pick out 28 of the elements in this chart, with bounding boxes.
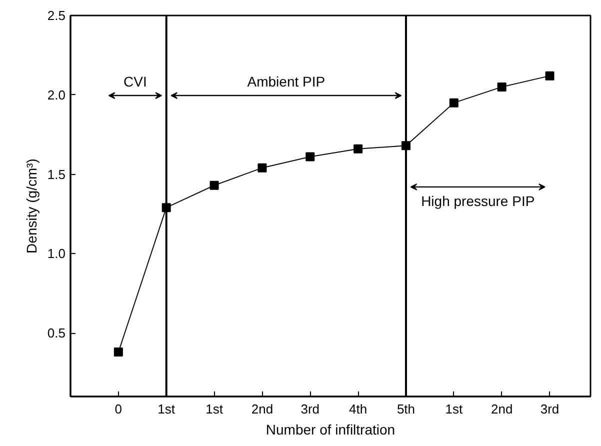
y-tick-label: 1.0 (47, 246, 66, 262)
x-tick-label: 2nd (251, 402, 274, 416)
y-tick-label: 1.5 (47, 166, 66, 182)
x-tick-label: 0 (114, 402, 122, 416)
y-tick-label: 0.5 (47, 326, 66, 340)
point (449, 98, 458, 108)
x-tick-label: 2nd (490, 402, 513, 416)
point (354, 144, 363, 154)
x-tick-label: 1st (206, 402, 224, 416)
annotation: High pressure PIP (421, 192, 535, 209)
y-axis-title: Density (g/cm³) (23, 158, 40, 254)
x-tick-label: 1st (445, 402, 463, 416)
point (258, 163, 267, 172)
x-tick-label: 3rd (540, 402, 560, 416)
point (306, 152, 315, 162)
x-axis-title: Number of infiltration (266, 422, 396, 438)
point (497, 82, 506, 92)
annotation: CVI (124, 74, 147, 90)
x-tick-label: 5th (396, 402, 416, 416)
y-tick-label: 2.5 (47, 8, 66, 23)
x-tick-label: 3rd (300, 402, 320, 416)
point (545, 71, 554, 80)
x-tick-label: 4th (349, 402, 368, 416)
point (210, 180, 219, 190)
y-tick-label: 2.0 (47, 87, 66, 102)
annotation: Ambient PIP (247, 74, 326, 90)
x-tick-label: 1st (158, 402, 176, 416)
point (114, 348, 123, 357)
